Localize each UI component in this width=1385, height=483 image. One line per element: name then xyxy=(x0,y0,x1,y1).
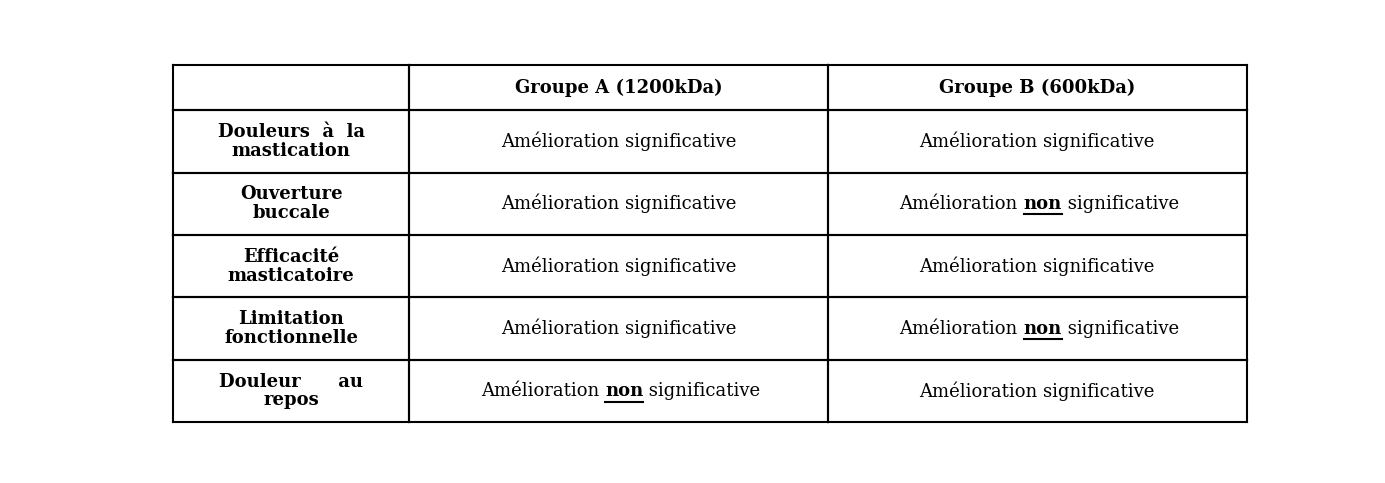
Text: Amélioration significative: Amélioration significative xyxy=(920,131,1155,151)
Text: Douleurs  à  la: Douleurs à la xyxy=(217,123,364,141)
Text: Amélioration significative: Amélioration significative xyxy=(920,256,1155,276)
Text: masticatoire: masticatoire xyxy=(227,267,355,284)
Text: Amélioration: Amélioration xyxy=(899,195,1024,213)
Text: Ouverture: Ouverture xyxy=(240,185,342,203)
Text: significative: significative xyxy=(1062,195,1179,213)
Text: Amélioration significative: Amélioration significative xyxy=(920,382,1155,401)
Text: fonctionnelle: fonctionnelle xyxy=(224,329,359,347)
Text: Amélioration significative: Amélioration significative xyxy=(501,131,737,151)
Text: Efficacité: Efficacité xyxy=(244,248,339,266)
Text: mastication: mastication xyxy=(231,142,350,159)
Text: Amélioration significative: Amélioration significative xyxy=(501,256,737,276)
Text: Limitation: Limitation xyxy=(238,311,343,328)
Text: non: non xyxy=(1024,195,1062,213)
Text: significative: significative xyxy=(1062,320,1179,338)
Text: Amélioration: Amélioration xyxy=(481,382,605,400)
Text: buccale: buccale xyxy=(252,204,330,222)
Text: non: non xyxy=(605,382,643,400)
Text: non: non xyxy=(1024,320,1062,338)
Text: Groupe A (1200kDa): Groupe A (1200kDa) xyxy=(515,79,723,97)
Text: significative: significative xyxy=(643,382,760,400)
Text: Amélioration: Amélioration xyxy=(899,320,1024,338)
Text: Amélioration significative: Amélioration significative xyxy=(501,194,737,213)
Text: Douleur      au: Douleur au xyxy=(219,373,363,391)
Text: Groupe B (600kDa): Groupe B (600kDa) xyxy=(939,79,1136,97)
Text: Amélioration significative: Amélioration significative xyxy=(501,319,737,339)
Text: repos: repos xyxy=(263,392,319,410)
